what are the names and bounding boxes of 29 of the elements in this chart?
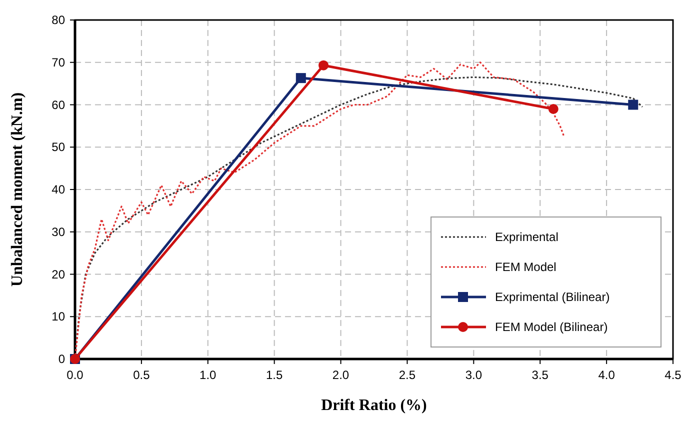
x-tick-label: 4.5 <box>664 368 682 382</box>
legend-label: Exprimental (Bilinear) <box>495 290 610 304</box>
x-tick-label: 2.5 <box>398 368 416 382</box>
y-tick-label: 0 <box>58 352 66 366</box>
y-tick-label: 20 <box>52 267 66 282</box>
y-tick-label: 30 <box>52 224 66 239</box>
y-tick-label: 60 <box>52 98 66 112</box>
x-tick-label: 3.5 <box>532 368 549 382</box>
y-tick-label: 80 <box>52 13 66 27</box>
point <box>548 104 558 114</box>
legend-label: Exprimental <box>495 230 558 244</box>
y-tick-label: 40 <box>52 182 66 196</box>
x-tick-label: 1.0 <box>200 368 217 382</box>
x-tick-label: 2.0 <box>332 368 350 382</box>
x-tick-label: 4.0 <box>598 368 616 382</box>
point <box>628 100 638 110</box>
point <box>296 73 306 84</box>
y-tick-label: 70 <box>52 55 66 70</box>
legend-label: FEM Model <box>495 260 556 274</box>
x-tick-label: 0.5 <box>133 368 150 382</box>
point <box>318 60 328 70</box>
x-tick-label: 1.5 <box>266 368 283 382</box>
y-tick-label: 10 <box>52 310 66 324</box>
y-tick-label: 50 <box>52 140 66 154</box>
x-tick-label: 0.0 <box>66 368 84 382</box>
x-axis-title: Drift Ratio (%) <box>321 397 427 414</box>
legend-label: FEM Model (Bilinear) <box>495 320 608 334</box>
x-tick-label: 3.0 <box>465 368 482 382</box>
y-axis-title: Unbalanced moment (kN.m) <box>9 92 26 287</box>
